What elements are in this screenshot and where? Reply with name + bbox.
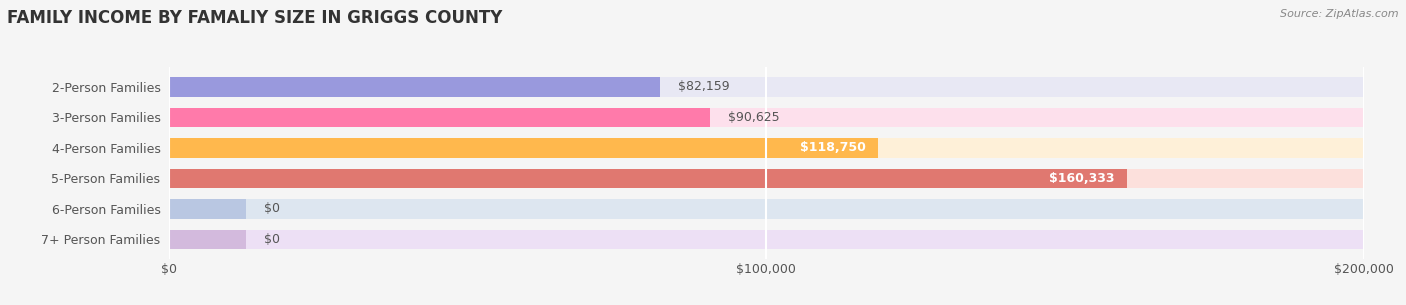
Text: $0: $0: [264, 233, 280, 246]
Bar: [169, 138, 1364, 158]
Text: $90,625: $90,625: [728, 111, 780, 124]
Text: FAMILY INCOME BY FAMALIY SIZE IN GRIGGS COUNTY: FAMILY INCOME BY FAMALIY SIZE IN GRIGGS …: [7, 9, 502, 27]
Bar: [169, 199, 246, 219]
Bar: [169, 229, 1364, 249]
Bar: [169, 77, 1364, 97]
Text: $0: $0: [264, 203, 280, 215]
Text: Source: ZipAtlas.com: Source: ZipAtlas.com: [1281, 9, 1399, 19]
Bar: [169, 77, 659, 97]
Bar: [169, 107, 1364, 127]
Text: $160,333: $160,333: [1049, 172, 1115, 185]
Text: $118,750: $118,750: [800, 142, 866, 154]
Bar: [169, 229, 246, 249]
Bar: [169, 138, 879, 158]
Bar: [169, 168, 1364, 188]
Text: $82,159: $82,159: [678, 81, 730, 93]
Bar: [169, 107, 710, 127]
Bar: [169, 199, 1364, 219]
Bar: [169, 168, 1126, 188]
